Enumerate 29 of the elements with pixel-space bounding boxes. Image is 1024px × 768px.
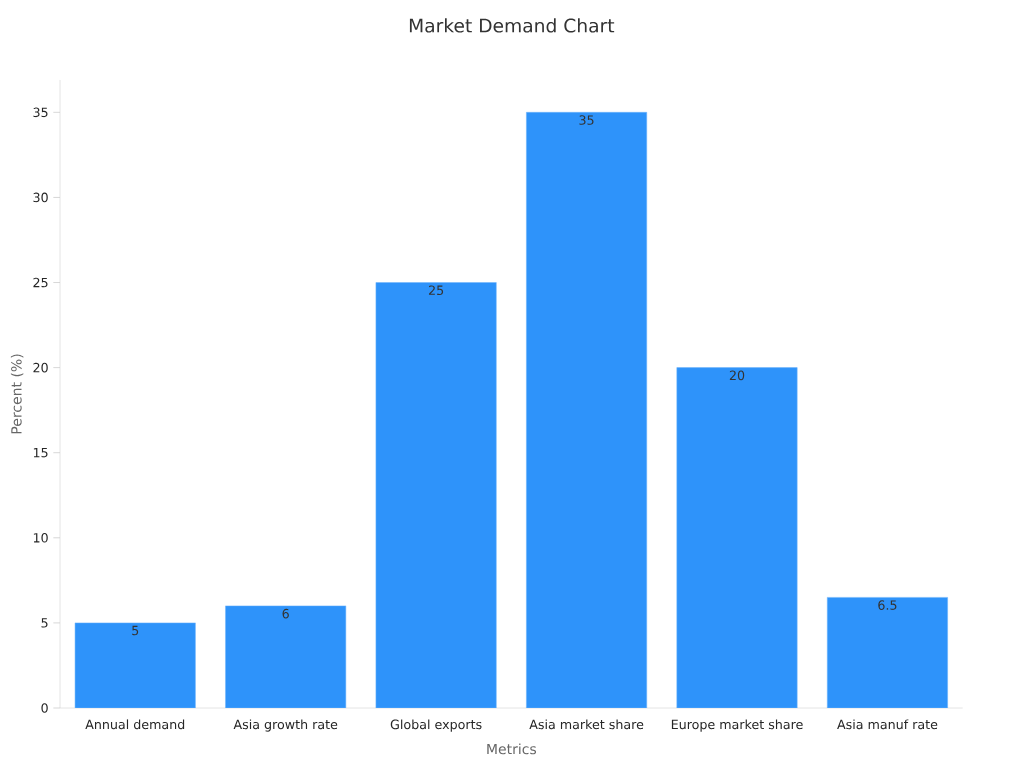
y-tick-label: 15: [33, 448, 48, 458]
bar: [827, 597, 948, 708]
y-tick-label: 0: [41, 703, 48, 713]
data-label: 25: [428, 285, 444, 296]
bar: [526, 112, 648, 708]
x-tick-label: Europe market share: [671, 719, 803, 732]
data-label: 5: [132, 625, 139, 636]
x-tick-label: Asia growth rate: [233, 719, 338, 732]
y-tick-label: 30: [33, 192, 48, 203]
x-axis-title: Metrics: [487, 743, 537, 755]
bar: [74, 622, 196, 708]
x-tick-label: Asia market share: [529, 719, 644, 730]
bar: [225, 605, 347, 708]
data-label: 6: [282, 608, 289, 619]
x-tick-label: Global exports: [390, 719, 482, 732]
bar: [375, 282, 497, 708]
chart-title: Market Demand Chart: [409, 18, 615, 33]
x-tick-label: Annual demand: [85, 719, 185, 730]
x-tick-label: Asia manuf rate: [837, 719, 938, 730]
y-tick-label: 20: [33, 362, 48, 373]
y-tick-label: 10: [33, 533, 48, 543]
data-label: 6.5: [878, 600, 897, 610]
bar: [676, 367, 798, 708]
data-label: 35: [579, 115, 594, 125]
y-tick-label: 35: [33, 107, 48, 118]
y-tick-label: 5: [41, 618, 48, 628]
data-label: 20: [729, 370, 745, 381]
y-tick-label: 25: [33, 277, 48, 288]
y-axis-title: Percent (%): [10, 354, 24, 434]
